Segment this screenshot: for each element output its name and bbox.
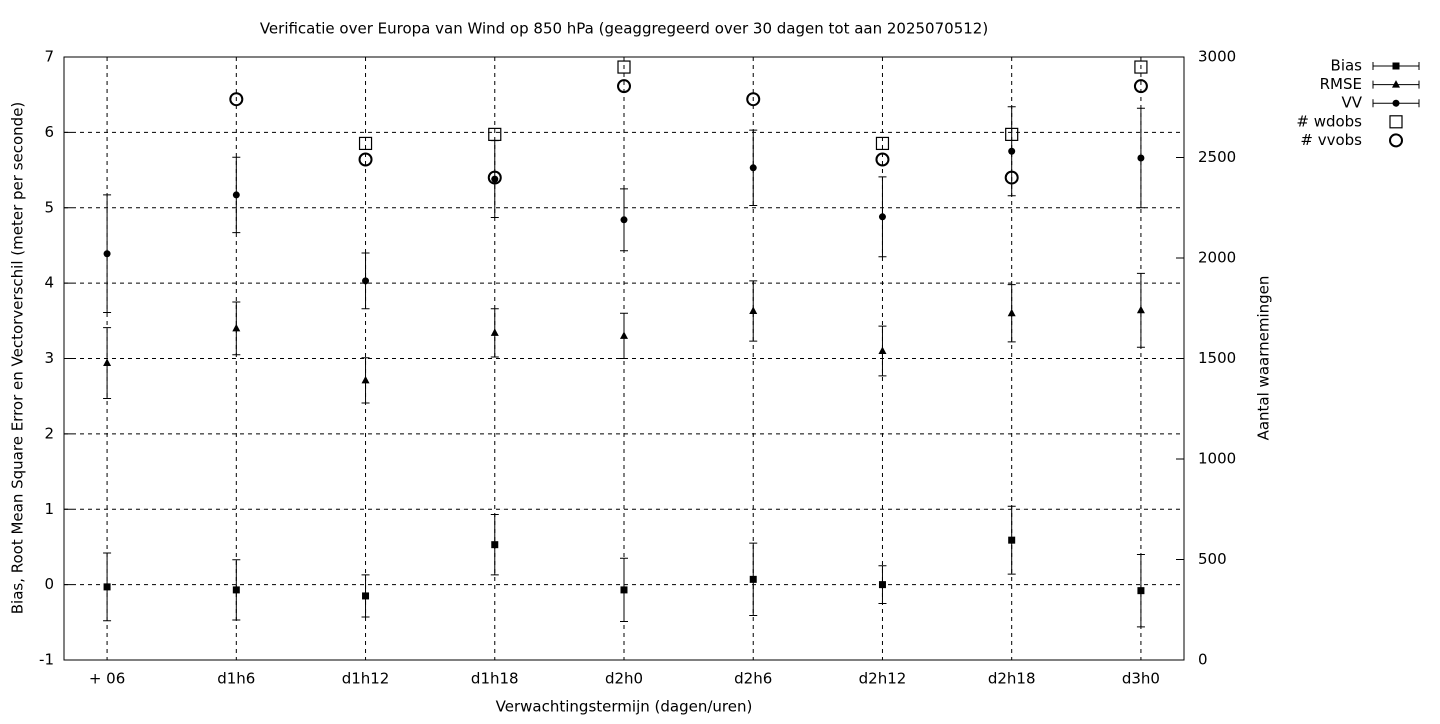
marker — [749, 164, 757, 172]
x-tick-label: d3h0 — [1122, 670, 1160, 688]
y2-tick-label: 500 — [1198, 550, 1227, 568]
marker — [620, 331, 628, 339]
y2-tick-label: 1500 — [1198, 349, 1236, 367]
y2-tick-label: 0 — [1198, 651, 1208, 669]
x-tick-label: d2h18 — [988, 670, 1036, 688]
marker — [1007, 308, 1016, 317]
marker — [232, 323, 241, 332]
x-tick-label: d2h12 — [859, 670, 907, 688]
marker — [878, 213, 886, 221]
legend-label: RMSE — [1320, 75, 1362, 93]
marker — [1134, 60, 1148, 74]
marker — [620, 216, 628, 224]
y2-axis-label: Aantal waarnemingen — [1255, 276, 1273, 441]
y-tick-label: 7 — [44, 48, 54, 66]
legend-label: VV — [1341, 94, 1362, 112]
marker — [878, 346, 887, 354]
marker — [490, 328, 499, 336]
marker — [491, 541, 499, 549]
marker — [361, 375, 370, 384]
legend-marker — [1392, 62, 1400, 70]
marker — [620, 586, 628, 594]
marker — [1008, 536, 1016, 544]
marker — [1137, 587, 1145, 595]
legend-label: # vvobs — [1300, 131, 1362, 149]
marker — [1133, 79, 1148, 94]
marker — [1004, 170, 1019, 185]
marker — [1008, 147, 1016, 155]
y2-tick-label: 2500 — [1198, 148, 1236, 166]
marker — [1137, 154, 1145, 162]
x-tick-label: d1h6 — [217, 670, 255, 688]
marker — [491, 175, 499, 183]
y-tick-label: 3 — [44, 349, 54, 367]
marker — [232, 586, 240, 594]
x-tick-label: d2h6 — [734, 670, 772, 688]
marker — [103, 583, 111, 591]
marker — [229, 92, 244, 107]
marker — [617, 79, 631, 94]
marker — [875, 136, 890, 151]
marker — [1005, 127, 1019, 141]
x-tick-label: + 06 — [89, 670, 125, 688]
x-tick-label: d1h12 — [342, 670, 390, 688]
y-tick-label: 4 — [44, 274, 54, 292]
y-axis-label: Bias, Root Mean Square Error en Vectorve… — [9, 102, 27, 615]
marker — [103, 250, 111, 258]
y2-tick-label: 2000 — [1198, 249, 1236, 267]
marker — [358, 136, 373, 151]
x-tick-label: d1h18 — [471, 670, 519, 688]
marker — [878, 581, 886, 589]
chart-title: Verificatie over Europa van Wind op 850 … — [260, 20, 988, 38]
marker — [749, 306, 758, 315]
marker — [487, 170, 502, 185]
marker — [1136, 305, 1145, 314]
marker — [358, 152, 373, 167]
legend-label: Bias — [1331, 57, 1363, 75]
legend-marker — [1389, 115, 1403, 129]
y-tick-label: 6 — [44, 123, 54, 141]
legend-marker — [1389, 133, 1403, 148]
marker — [488, 127, 502, 141]
y-tick-label: 2 — [44, 424, 54, 442]
marker — [232, 191, 240, 199]
y-tick-label: -1 — [39, 651, 54, 669]
legend-label: # wdobs — [1296, 112, 1362, 130]
marker — [875, 152, 890, 167]
x-axis-label: Verwachtingstermijn (dagen/uren) — [496, 698, 753, 716]
legend-marker — [1392, 80, 1400, 88]
y2-tick-label: 3000 — [1198, 48, 1236, 66]
legend-marker — [1392, 99, 1400, 107]
marker — [749, 575, 757, 583]
marker — [362, 592, 370, 600]
x-tick-label: d2h0 — [605, 670, 643, 688]
marker — [362, 277, 370, 285]
marker — [103, 358, 112, 367]
y-tick-label: 5 — [44, 198, 54, 216]
marker — [746, 92, 761, 107]
y-tick-label: 0 — [44, 575, 54, 593]
marker — [617, 60, 631, 74]
y2-tick-label: 1000 — [1198, 450, 1236, 468]
y-tick-label: 1 — [44, 500, 54, 518]
